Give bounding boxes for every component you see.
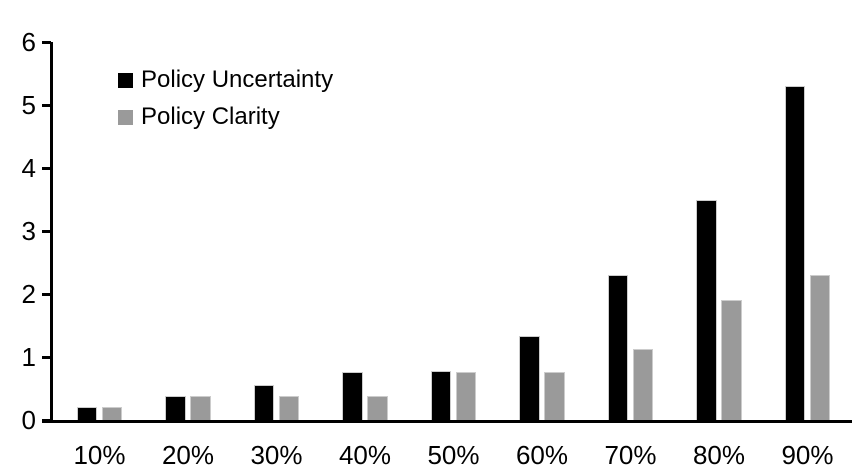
y-tick-label-0: 0 — [21, 405, 36, 435]
x-tick-label-10pct: 10% — [73, 440, 126, 470]
x-tick-label-20pct: 20% — [161, 440, 215, 470]
policy-uncertainty-bar-50pct — [430, 371, 452, 420]
legend-item-policy-uncertainty: Policy Uncertainty — [118, 64, 333, 96]
policy-clarity-bar-10pct — [101, 407, 123, 420]
y-tick-label-2: 2 — [21, 279, 36, 309]
policy-uncertainty-bar-20pct — [165, 396, 186, 420]
policy-clarity-bar-70pct — [632, 348, 654, 420]
policy-uncertainty-bar-60pct — [519, 336, 540, 420]
policy-uncertainty-bar-80pct — [696, 199, 717, 420]
x-axis-line — [42, 420, 852, 423]
policy-clarity-bar-80pct — [721, 300, 742, 420]
legend-marker-policy-clarity — [118, 109, 133, 125]
policy-clarity-bar-90pct — [809, 275, 831, 420]
y-tick-3 — [42, 229, 51, 233]
y-tick-0 — [42, 418, 51, 422]
policy-clarity-bar-50pct — [455, 372, 477, 420]
x-tick-label-30pct: 30% — [250, 440, 303, 470]
legend-marker-policy-uncertainty — [118, 72, 133, 88]
x-tick-label-70pct: 70% — [604, 440, 657, 470]
policy-uncertainty-bar-40pct — [342, 372, 363, 420]
x-tick-label-80pct: 80% — [692, 440, 746, 470]
policy-uncertainty-bar-10pct — [76, 407, 98, 420]
policy-clarity-bar-60pct — [544, 372, 565, 420]
x-tick-label-60pct: 60% — [515, 440, 569, 470]
policy-uncertainty-bar-70pct — [607, 275, 629, 420]
x-tick-label-40pct: 40% — [338, 440, 392, 470]
legend-item-policy-clarity: Policy Clarity — [118, 101, 333, 133]
y-tick-4 — [42, 166, 51, 170]
x-tick-label-50pct: 50% — [427, 440, 480, 470]
y-tick-6 — [42, 40, 51, 44]
policy-uncertainty-bar-30pct — [253, 385, 275, 420]
y-tick-label-4: 4 — [21, 153, 36, 183]
y-tick-label-5: 5 — [21, 90, 36, 120]
y-tick-2 — [42, 292, 51, 296]
y-tick-5 — [42, 103, 51, 107]
policy-clarity-bar-20pct — [190, 396, 211, 420]
x-tick-label-90pct: 90% — [781, 440, 834, 470]
y-axis-line — [50, 42, 53, 423]
legend: Policy Uncertainty Policy Clarity — [118, 64, 333, 138]
y-tick-label-3: 3 — [21, 216, 36, 246]
policy-clarity-bar-40pct — [367, 396, 388, 420]
y-tick-1 — [42, 355, 51, 359]
y-tick-label-6: 6 — [21, 27, 36, 57]
y-tick-label-1: 1 — [21, 342, 36, 372]
legend-label-policy-uncertainty: Policy Uncertainty — [141, 66, 334, 93]
legend-label-policy-clarity: Policy Clarity — [141, 103, 280, 130]
policy-clarity-bar-30pct — [278, 396, 300, 420]
policy-uncertainty-bar-90pct — [784, 86, 806, 420]
